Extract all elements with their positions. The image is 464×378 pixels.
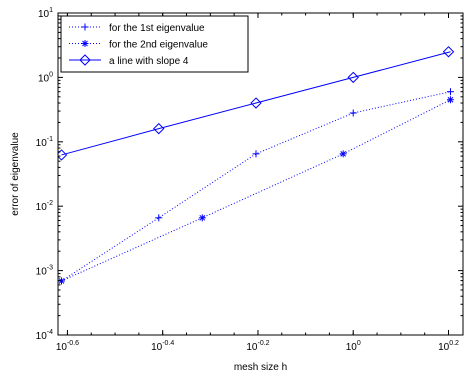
series-2-line xyxy=(61,99,451,282)
y-tick-label-1: 10-4 xyxy=(36,329,53,342)
y-tick-label-6-base: 10 xyxy=(38,9,50,20)
series-3-point-5 xyxy=(442,46,455,58)
y-axis-label: error of eigenvalue xyxy=(10,132,21,216)
series-2-point-2-d2 xyxy=(199,214,206,221)
y-tick-label-1-base: 10 xyxy=(36,331,48,342)
y-tick-label-3-exp: -2 xyxy=(47,200,53,207)
series-2-point-1-d2 xyxy=(58,278,65,284)
series-2-point-4-d2 xyxy=(447,96,454,103)
series-3-point-3 xyxy=(250,97,262,109)
plot-frame xyxy=(57,12,464,336)
series-3-line xyxy=(61,51,451,156)
series-3-point-2-shape xyxy=(153,122,165,135)
series-3-point-5-shape xyxy=(442,46,455,58)
series-2-point-3-d2 xyxy=(340,150,347,157)
y-tick-label-3: 10-2 xyxy=(36,200,53,213)
series-1-point-3 xyxy=(252,150,260,158)
series-3-point-3-shape xyxy=(250,97,262,109)
legend-label-2: for the 2nd eigenvalue xyxy=(109,40,208,51)
x-tick-label-3: 10-0.2 xyxy=(246,340,269,353)
legend-swatch-marker-3 xyxy=(79,54,91,66)
y-tick-label-5-exp: 0 xyxy=(49,71,53,78)
x-tick-label-4: 100 xyxy=(346,340,361,353)
y-tick-label-4: 10-1 xyxy=(36,136,53,149)
axes-layer: 10-0.6 10-0.4 10-0.2 100 100.210-410-310-210… xyxy=(10,7,464,373)
series-layer xyxy=(58,46,455,285)
legend-box xyxy=(60,15,249,73)
y-tick-label-6-exp: 1 xyxy=(49,7,53,14)
x-tick-label-5-base: 10 xyxy=(438,342,450,353)
x-tick-label-1-base: 10 xyxy=(56,342,68,353)
x-tick-label-2-base: 10 xyxy=(151,342,163,353)
legend: for the 1st eigenvalue for the 2nd eigenv… xyxy=(60,15,249,73)
x-tick-label-3-base: 10 xyxy=(246,342,258,353)
x-tick-label-5: 100.2 xyxy=(438,340,459,353)
legend-swatch-marker-2 xyxy=(81,40,89,47)
x-tick-label-5-exp: 0.2 xyxy=(449,340,459,347)
x-axis-label: mesh size h xyxy=(234,362,287,373)
y-tick-label-2-base: 10 xyxy=(36,267,48,278)
y-tick-label-5: 100 xyxy=(38,71,53,84)
y-tick-label-6: 101 xyxy=(38,7,53,20)
series-1-point-5 xyxy=(446,88,454,96)
y-tick-label-3-base: 10 xyxy=(36,202,48,213)
y-tick-label-2-exp: -3 xyxy=(47,265,53,272)
x-tick-label-4-base: 10 xyxy=(346,342,358,353)
x-tick-label-2: 10-0.4 xyxy=(151,340,174,353)
y-tick-label-4-exp: -1 xyxy=(47,136,53,143)
legend-swatch-marker-3-shape xyxy=(79,54,91,66)
legend-label-3: a line with slope 4 xyxy=(109,56,189,67)
legend-swatch-marker-2-d2 xyxy=(82,40,88,47)
y-tick-label-5-base: 10 xyxy=(38,73,50,84)
series-3-point-4-shape xyxy=(347,71,359,84)
y-tick-label-4-base: 10 xyxy=(36,138,48,149)
x-tick-label-4-exp: 0 xyxy=(357,340,361,347)
series-2-point-4 xyxy=(446,96,454,104)
y-tick-label-1-exp: -4 xyxy=(47,329,53,336)
x-tick-label-1: 10-0.6 xyxy=(56,340,79,353)
legend-swatch-marker-1 xyxy=(81,23,89,31)
series-2-point-3 xyxy=(339,150,347,158)
series-3-point-4 xyxy=(347,71,359,84)
x-tick-label-2-exp: -0.4 xyxy=(162,340,174,347)
y-tick-label-2: 10-3 xyxy=(36,265,53,278)
legend-label-1: for the 1st eigenvalue xyxy=(109,23,205,34)
series-1-point-4 xyxy=(349,109,357,117)
series-3-point-2 xyxy=(153,122,165,135)
x-tick-label-3-exp: -0.2 xyxy=(258,340,270,347)
series-1-point-2 xyxy=(155,214,163,222)
series-2-point-2 xyxy=(198,214,206,222)
x-tick-label-1-exp: -0.6 xyxy=(67,340,79,347)
